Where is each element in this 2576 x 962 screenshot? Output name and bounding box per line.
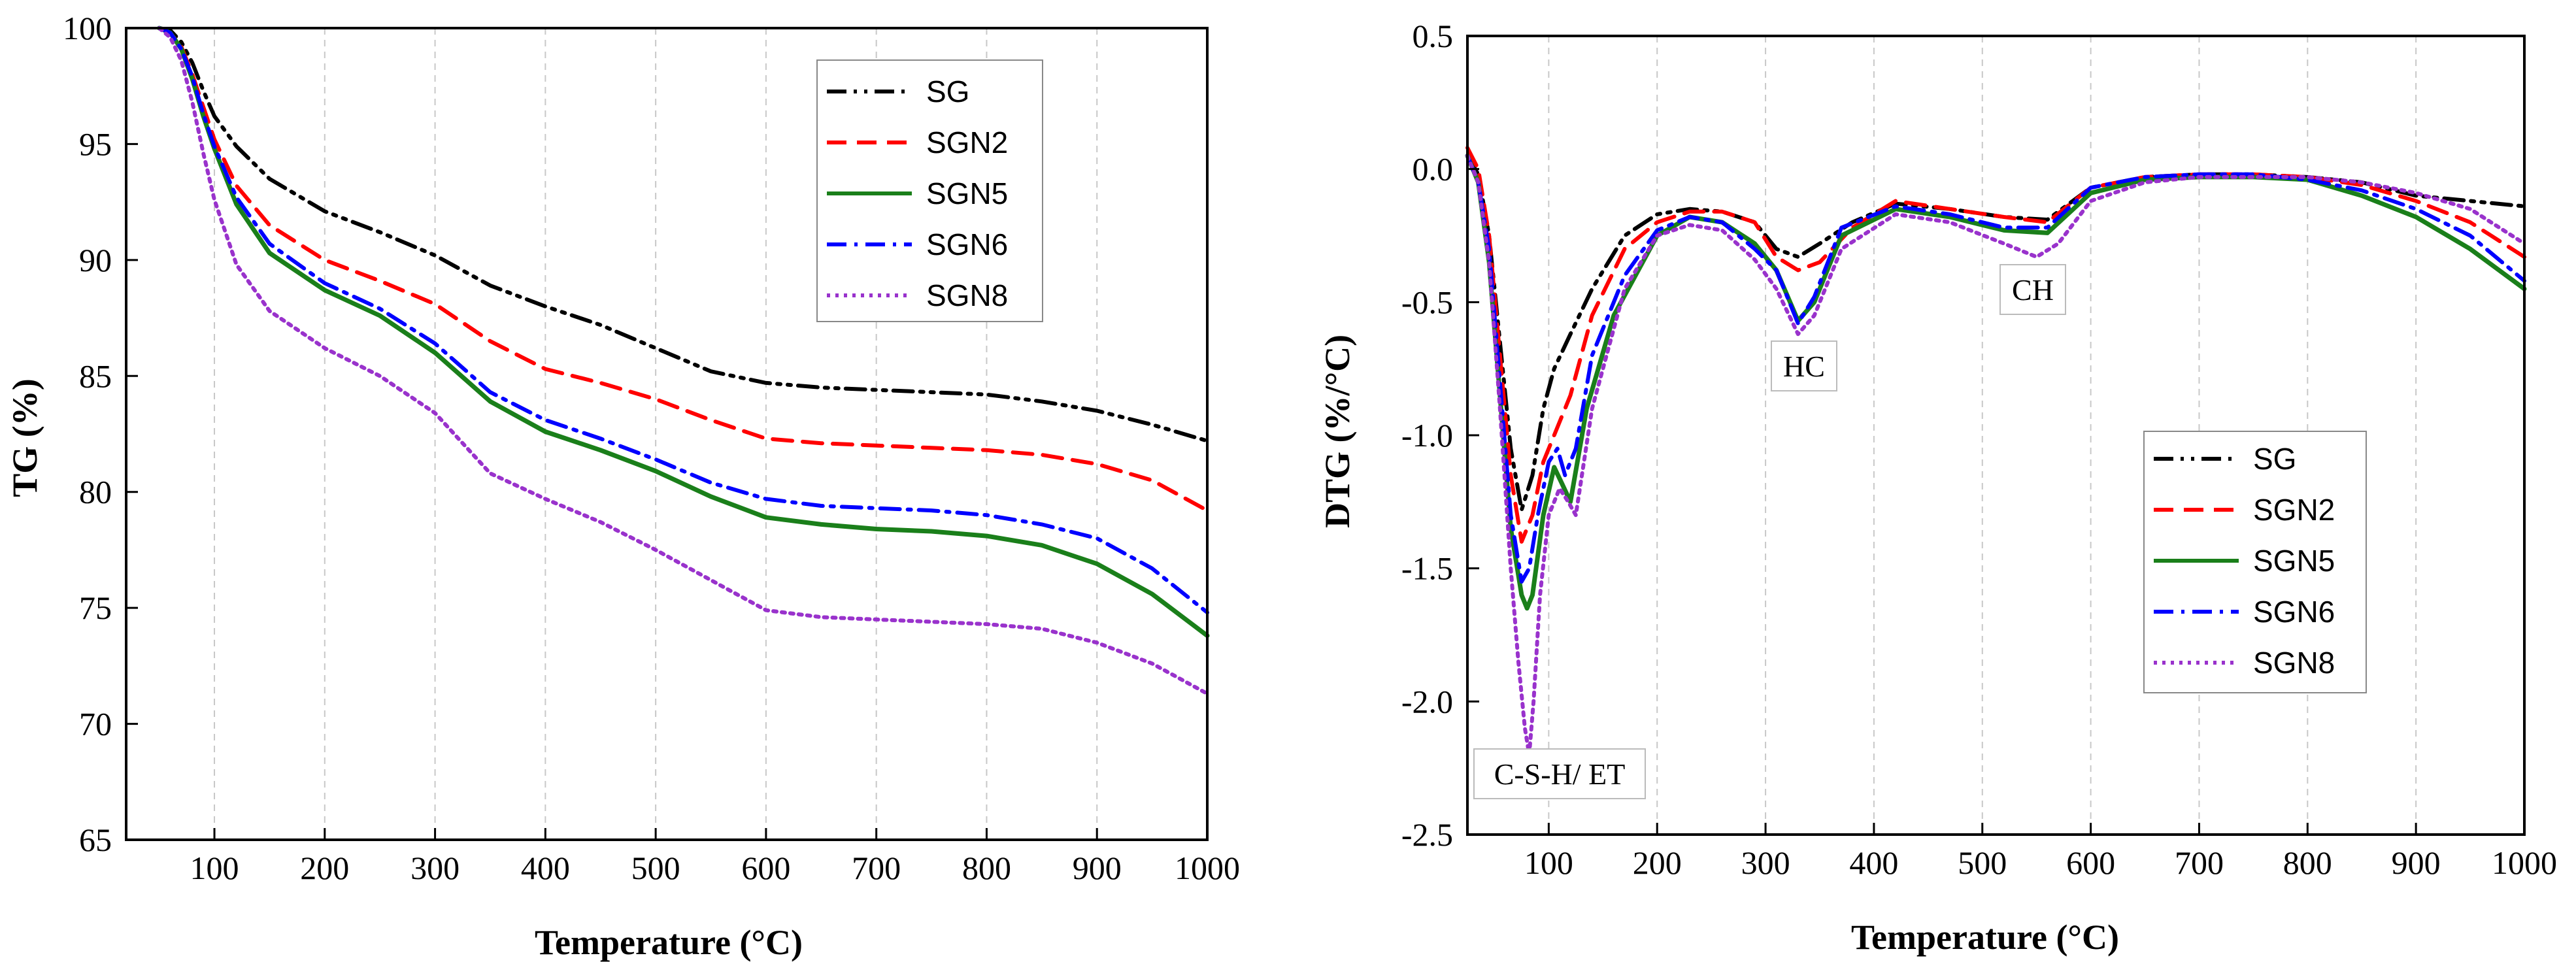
tg-legend-label-sgn5: SGN5 (926, 176, 1008, 210)
dtg-xtick-label-600: 600 (2066, 844, 2115, 881)
tg-ytick-label-75: 75 (79, 589, 112, 626)
tg-x-tick-labels: 100 200 300 400 500 600 700 800 900 1000 (190, 850, 1240, 886)
tg-y-tick-labels: 65 70 75 80 85 90 95 100 (63, 10, 112, 858)
dtg-legend-label-sgn5: SGN5 (2253, 544, 2335, 578)
annotation-ch-box (1999, 264, 2066, 315)
tg-xtick-label-200: 200 (300, 850, 349, 886)
dtg-xtick-label-300: 300 (1741, 844, 1790, 881)
dtg-chart: 100 200 300 400 500 600 700 800 900 1000 -2.5 -2.0… (1318, 18, 2557, 957)
tg-xtick-label-900: 900 (1073, 850, 1122, 886)
dtg-legend-label-sgn6: SGN6 (2253, 595, 2335, 629)
tg-ytick-label-70: 70 (79, 706, 112, 742)
tg-xtick-label-600: 600 (741, 850, 790, 886)
annotation-hc-label: HC (1783, 350, 1825, 383)
dtg-ytick-label-1-5: -1.5 (1401, 550, 1453, 587)
dtg-xtick-label-200: 200 (1633, 844, 1682, 881)
tg-ytick-label-90: 90 (79, 242, 112, 278)
dtg-series-group (1465, 146, 2527, 757)
dtg-xtick-label-100: 100 (1524, 844, 1573, 881)
dtg-ytick-label-2-5: -2.5 (1401, 816, 1453, 853)
tg-legend-label-sgn6: SGN6 (926, 227, 1008, 261)
tg-legend-label-sgn2: SGN2 (926, 125, 1008, 159)
tg-xtick-label-1000: 1000 (1175, 850, 1240, 886)
tg-series-group (157, 25, 1210, 696)
dtg-legend-label-sgn8: SGN8 (2253, 646, 2335, 680)
dtg-y-tick-labels: -2.5 -2.0 -1.5 -1.0 -0.5 0.0 0.5 (1401, 18, 1453, 853)
tg-legend-box (816, 59, 1043, 322)
dtg-series-sgn8 (1465, 154, 2526, 757)
dtg-y-axis-title: DTG (%/°C) (1318, 335, 1357, 528)
tg-legend-label-sg: SG (926, 75, 969, 108)
annotation-csh-et-box (1473, 748, 1646, 799)
dtg-ytick-label-1-0: -1.0 (1401, 417, 1453, 454)
dtg-xtick-label-400: 400 (1849, 844, 1898, 881)
tg-ytick-label-80: 80 (79, 474, 112, 510)
annotation-hc-box (1771, 340, 1837, 391)
tg-legend: SG SGN2 SGN5 SGN6 SGN8 (816, 59, 1043, 322)
tg-xtick-label-500: 500 (631, 850, 680, 886)
tg-xtick-label-300: 300 (410, 850, 460, 886)
dtg-xtick-label-900: 900 (2392, 844, 2441, 881)
tg-y-axis-title: TG (%) (5, 378, 44, 497)
annotation-ch: CH (1999, 264, 2066, 315)
tg-series-sg (157, 26, 1209, 443)
tg-ytick-label-85: 85 (79, 357, 112, 394)
dtg-ytick-label-2-0: -2.0 (1401, 683, 1453, 720)
dtg-series-sgn6 (1465, 154, 2526, 584)
annotation-csh-et-label: C-S-H/ ET (1494, 757, 1626, 791)
tg-ticks (126, 27, 1209, 841)
annotation-hc: HC (1771, 340, 1837, 391)
dtg-ytick-label-0-5: 0.5 (1413, 18, 1454, 54)
tg-ytick-label-65: 65 (79, 821, 112, 858)
annotation-csh-et: C-S-H/ ET (1473, 748, 1646, 799)
tg-xtick-label-400: 400 (521, 850, 570, 886)
tg-chart: 100 200 300 400 500 600 700 800 900 1000 65 70 75 80… (5, 10, 1240, 962)
annotation-ch-label: CH (2012, 273, 2054, 307)
tg-xtick-label-800: 800 (962, 850, 1011, 886)
dtg-ytick-label-0-5: -0.5 (1401, 284, 1453, 320)
tg-series-sgn5 (157, 25, 1210, 639)
tg-xtick-label-100: 100 (190, 850, 239, 886)
dtg-legend: SG SGN2 SGN5 SGN6 SGN8 (2143, 431, 2367, 693)
dtg-xtick-label-1000: 1000 (2492, 844, 2557, 881)
dtg-x-axis-title: Temperature (°C) (1851, 918, 2119, 957)
dtg-ticks (1467, 35, 2526, 836)
dtg-legend-items: SG SGN2 SGN5 SGN6 SGN8 (2154, 442, 2335, 680)
tg-legend-label-sgn8: SGN8 (926, 278, 1008, 312)
tg-series-sgn8 (157, 26, 1209, 696)
tg-ytick-label-95: 95 (79, 125, 112, 162)
tg-xtick-label-700: 700 (852, 850, 901, 886)
dtg-xtick-label-500: 500 (1958, 844, 2007, 881)
dtg-gridlines (1548, 36, 2417, 835)
dtg-xtick-label-700: 700 (2175, 844, 2224, 881)
dtg-legend-label-sgn2: SGN2 (2253, 493, 2335, 527)
tg-series-sgn6 (157, 26, 1209, 615)
dtg-legend-label-sg: SG (2253, 442, 2296, 476)
tg-legend-items: SG SGN2 SGN5 SGN6 SGN8 (827, 75, 1008, 312)
tg-plot-frame (125, 27, 1209, 841)
tg-series-sgn2 (157, 26, 1209, 513)
tg-ytick-label-100: 100 (63, 10, 112, 46)
dtg-x-tick-labels: 100 200 300 400 500 600 700 800 900 1000 (1524, 844, 2557, 881)
tg-x-axis-title: Temperature (°C) (535, 923, 803, 962)
dtg-xtick-label-800: 800 (2283, 844, 2332, 881)
dtg-ytick-label-0-0: 0.0 (1413, 151, 1454, 188)
